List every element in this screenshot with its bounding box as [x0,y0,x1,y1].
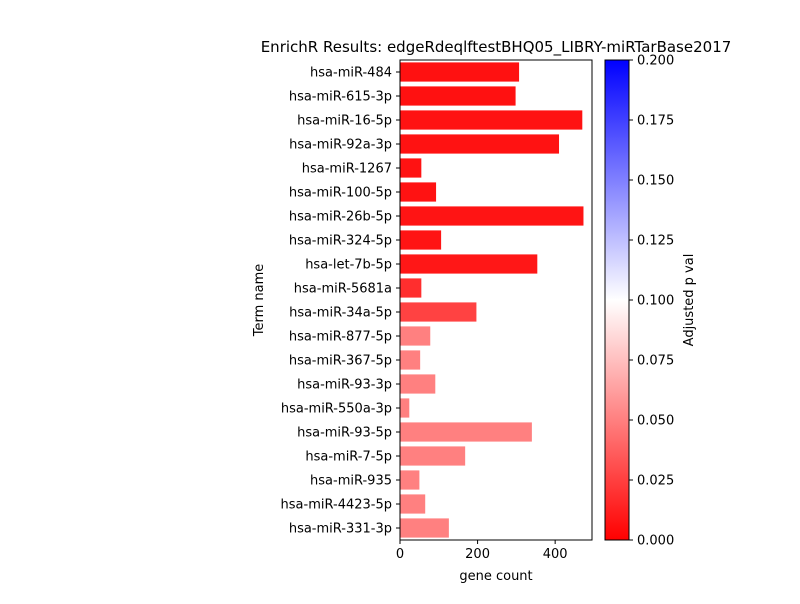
bar-hsa-miR-1267 [400,158,422,178]
bar-hsa-miR-615-3p [400,86,516,106]
y-tick-label: hsa-miR-877-5p [289,330,392,345]
chart-title: EnrichR Results: edgeRdeqlftestBHQ05_LIB… [261,38,732,57]
x-tick-label: 200 [465,547,490,562]
y-tick-label: hsa-miR-26b-5p [289,210,392,225]
colorbar-tick-label: 0.050 [637,414,674,429]
y-tick-label: hsa-miR-93-5p [297,426,392,441]
colorbar-label: Adjusted p val [682,254,697,347]
y-tick-label: hsa-miR-34a-5p [289,306,392,321]
colorbar [604,59,630,541]
colorbar-tick-label: 0.100 [637,294,674,309]
y-tick-label: hsa-miR-92a-3p [289,138,392,153]
bar-hsa-miR-484 [400,62,520,82]
y-tick-label: hsa-miR-331-3p [289,522,392,537]
bar-hsa-miR-92a-3p [400,134,560,154]
y-tick-label: hsa-miR-1267 [302,162,392,177]
y-tick-label: hsa-miR-484 [310,66,392,81]
bar-hsa-miR-16-5p [400,110,583,130]
y-tick-label: hsa-miR-93-3p [297,378,392,393]
bar-hsa-miR-7-5p [400,446,466,466]
y-tick-label: hsa-miR-16-5p [297,114,392,129]
bar-hsa-miR-324-5p [400,230,442,250]
bar-hsa-miR-877-5p [400,326,431,346]
y-tick-label: hsa-miR-100-5p [289,186,392,201]
bar-hsa-miR-5681a [400,278,422,298]
colorbar-tick-label: 0.125 [637,234,674,249]
colorbar-tick-label: 0.000 [637,534,674,549]
y-axis-label: Term name [252,264,267,338]
y-tick-label: hsa-miR-550a-3p [281,402,392,417]
bar-hsa-miR-34a-5p [400,302,477,322]
y-tick-label: hsa-miR-367-5p [289,354,392,369]
colorbar-tick-label: 0.025 [637,474,674,489]
x-tick-label: 400 [543,547,568,562]
colorbar-tick-label: 0.175 [637,114,674,129]
bar-hsa-miR-4423-5p [400,494,426,514]
plot-frame [399,59,593,541]
y-tick-labels: hsa-miR-484 hsa-miR-615-3p hsa-miR-16-5p hs… [281,66,400,537]
colorbar-tick-label: 0.150 [637,174,674,189]
y-tick-label: hsa-miR-4423-5p [281,498,392,513]
bar-hsa-miR-367-5p [400,350,421,370]
bar-hsa-miR-93-5p [400,422,532,442]
x-axis-label: gene count [459,569,532,584]
y-tick-label: hsa-let-7b-5p [305,258,392,273]
bar-hsa-let-7b-5p [400,254,538,274]
y-tick-label: hsa-miR-615-3p [289,90,392,105]
bar-hsa-miR-93-3p [400,374,436,394]
colorbar-tick-label: 0.200 [637,54,674,69]
colorbar-tick-label: 0.075 [637,354,674,369]
bar-hsa-miR-935 [400,470,420,490]
y-tick-label: hsa-miR-7-5p [305,450,392,465]
x-ticks: 0 200 400 [396,540,568,562]
x-tick-label: 0 [396,547,404,562]
y-tick-label: hsa-miR-935 [310,474,392,489]
colorbar-ticks: 0.000 0.025 0.050 0.075 0.100 0.125 0.150 0.175… [629,54,674,549]
y-tick-label: hsa-miR-324-5p [289,234,392,249]
bars-group [400,62,584,538]
y-tick-label: hsa-miR-5681a [294,282,392,297]
bar-hsa-miR-100-5p [400,182,437,202]
bar-hsa-miR-331-3p [400,518,449,538]
bar-hsa-miR-550a-3p [400,398,410,418]
bar-hsa-miR-26b-5p [400,206,584,226]
